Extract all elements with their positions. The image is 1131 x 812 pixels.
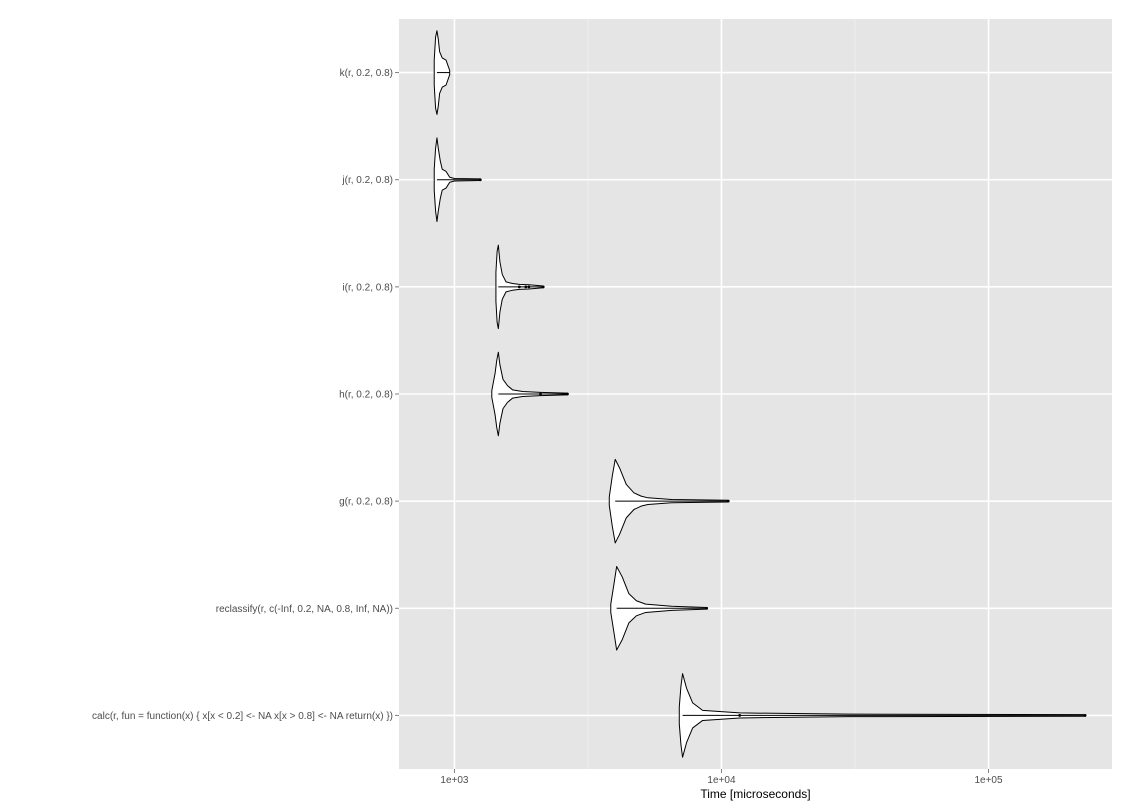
x-axis-title: Time [microseconds] — [700, 787, 810, 801]
outlier-point — [541, 285, 545, 289]
outlier-point — [566, 392, 569, 396]
outlier-point — [478, 178, 482, 182]
outlier-point — [1083, 714, 1087, 717]
outlier-point — [517, 285, 521, 289]
y-tick-label: j(r, 0.2, 0.8) — [341, 175, 393, 186]
x-tick-label: 1e+04 — [707, 775, 736, 786]
y-tick-label: i(r, 0.2, 0.8) — [342, 282, 393, 293]
x-tick-label: 1e+05 — [974, 775, 1003, 786]
y-tick-label: calc(r, fun = function(x) { x[x < 0.2] <… — [92, 711, 393, 722]
y-tick-label: reclassify(r, c(-Inf, 0.2, NA, 0.8, Inf,… — [216, 604, 393, 615]
outlier-point — [726, 499, 730, 503]
outlier-point — [539, 392, 542, 396]
y-tick-label: h(r, 0.2, 0.8) — [339, 390, 393, 401]
outlier-point — [524, 285, 528, 289]
x-axis-ticks: 1e+03 1e+04 1e+05 — [440, 769, 1003, 786]
y-tick-label: k(r, 0.2, 0.8) — [340, 68, 393, 79]
x-tick-label: 1e+03 — [440, 775, 469, 786]
y-tick-label: g(r, 0.2, 0.8) — [339, 497, 393, 508]
violin-series — [433, 30, 1087, 758]
y-axis-ticks: k(r, 0.2, 0.8) j(r, 0.2, 0.8) i(r, 0.2, 0.… — [92, 68, 399, 722]
outlier-point — [527, 285, 531, 289]
outlier-point — [705, 606, 709, 610]
outlier-point — [738, 714, 742, 717]
